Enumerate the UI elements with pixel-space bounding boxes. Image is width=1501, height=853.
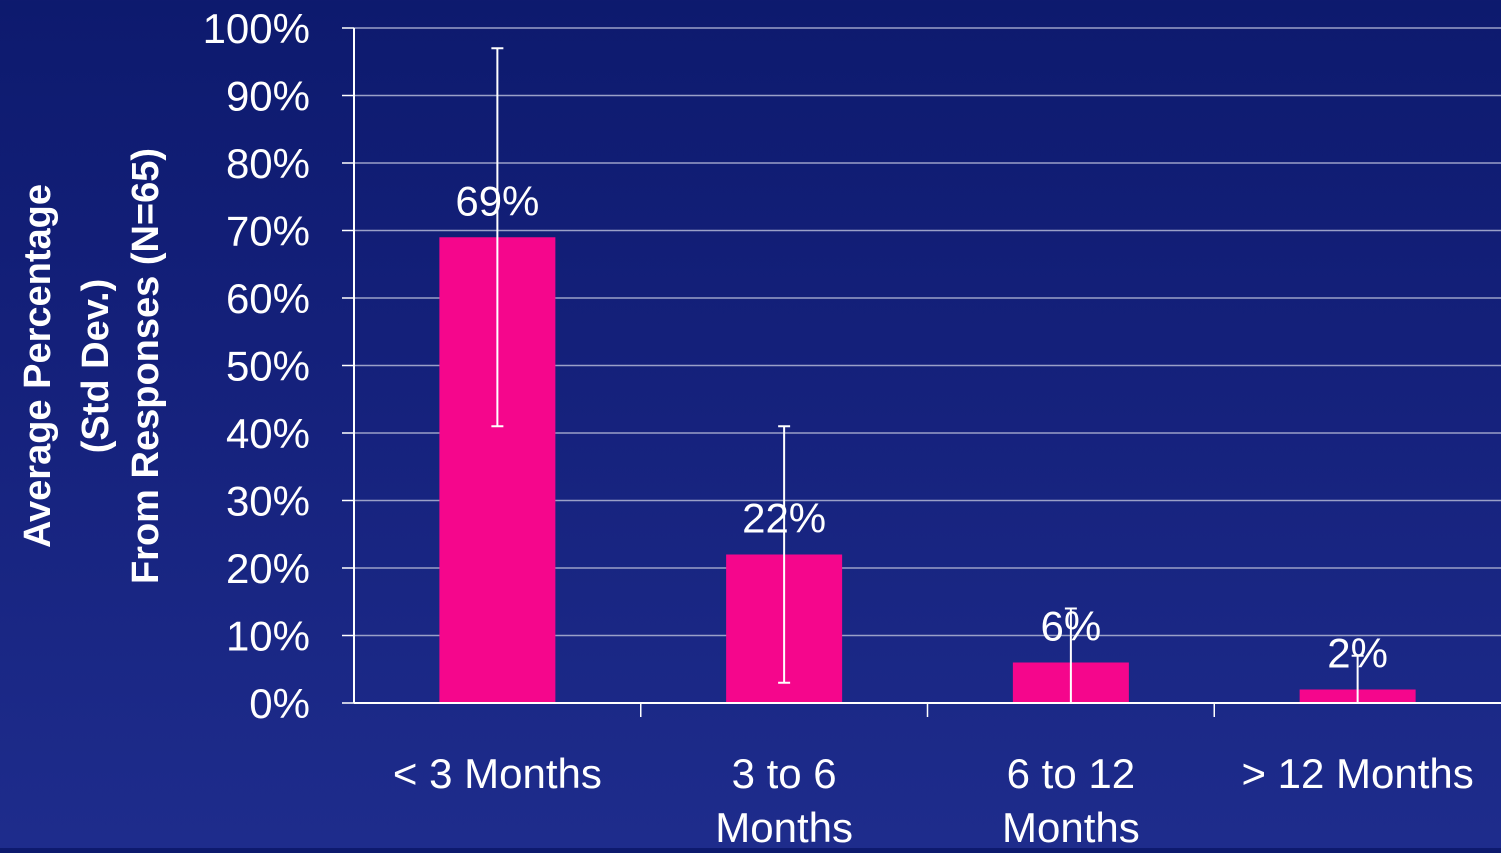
data-label: 22% xyxy=(742,495,826,542)
y-tick-label: 0% xyxy=(249,680,310,727)
axes xyxy=(342,27,1501,717)
labels: 0% 10% 20% 30% 40% 50% 60% 70% 80% 90% 100% 69% < 3 … xyxy=(203,5,1474,851)
bars xyxy=(439,237,1416,703)
x-category-label: > 12 Months xyxy=(1241,750,1473,797)
x-category-label: 3 to 6 xyxy=(732,750,837,797)
x-category-label: Months xyxy=(1002,804,1140,848)
error-bars xyxy=(491,47,1364,703)
x-category-label: Months xyxy=(715,804,853,848)
y-axis-label-line-2: (Std Dev.) xyxy=(75,279,117,454)
y-tick-label: 100% xyxy=(203,5,310,52)
y-tick-label: 50% xyxy=(226,343,310,390)
y-axis-label-line-3: From Responses (N=65) xyxy=(125,148,167,584)
data-label: 2% xyxy=(1327,630,1388,677)
y-tick-label: 10% xyxy=(226,613,310,660)
x-category-label: 6 to 12 xyxy=(1007,750,1135,797)
data-label: 69% xyxy=(455,177,539,224)
x-category-label: < 3 Months xyxy=(393,750,602,797)
y-tick-label: 40% xyxy=(226,410,310,457)
y-axis-label: Average Percentage (Std Dev.) From Respo… xyxy=(17,148,167,584)
y-tick-label: 20% xyxy=(226,545,310,592)
y-tick-label: 80% xyxy=(226,140,310,187)
y-tick-label: 90% xyxy=(226,73,310,120)
y-tick-label: 30% xyxy=(226,478,310,525)
y-axis-label-line-1: Average Percentage xyxy=(17,184,59,548)
data-label: 6% xyxy=(1041,603,1102,650)
y-tick-label: 60% xyxy=(226,275,310,322)
y-tick-label: 70% xyxy=(226,208,310,255)
